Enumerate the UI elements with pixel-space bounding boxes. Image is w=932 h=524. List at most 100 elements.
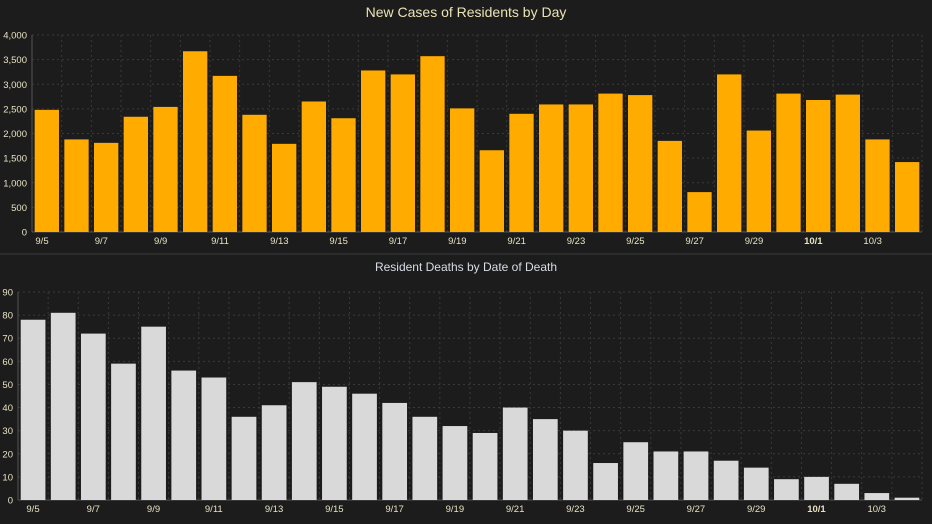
x-tick-label: 9/7 xyxy=(87,504,100,515)
bar-9-10[interactable] xyxy=(183,51,208,232)
bar-10-1[interactable] xyxy=(806,100,831,232)
x-tick-label: 9/23 xyxy=(566,504,585,515)
x-tick-label: 9/15 xyxy=(325,504,344,515)
bar-9-28[interactable] xyxy=(717,74,742,233)
x-tick-label: 10/1 xyxy=(807,504,826,515)
bar-9-9[interactable] xyxy=(153,106,178,232)
bar-10-2[interactable] xyxy=(834,483,860,500)
bar-9-23[interactable] xyxy=(568,104,593,232)
bar-9-18[interactable] xyxy=(420,56,445,232)
y-tick-label: 0 xyxy=(22,228,27,239)
x-tick-label: 9/13 xyxy=(265,504,284,515)
bar-9-16[interactable] xyxy=(352,393,377,500)
bar-10-3[interactable] xyxy=(865,139,890,232)
bar-10-4[interactable] xyxy=(895,162,920,232)
bar-9-11[interactable] xyxy=(212,75,237,232)
x-tick-label: 10/1 xyxy=(804,236,823,247)
bar-9-21[interactable] xyxy=(509,113,534,232)
y-tick-label: 30 xyxy=(2,426,13,437)
bar-10-2[interactable] xyxy=(835,94,860,232)
x-tick-label: 9/15 xyxy=(329,236,348,247)
bar-9-7[interactable] xyxy=(80,333,106,500)
bar-10-1[interactable] xyxy=(804,476,829,500)
bar-9-29[interactable] xyxy=(743,467,769,500)
y-tick-label: 40 xyxy=(2,403,13,414)
bar-9-5[interactable] xyxy=(34,109,59,232)
bar-9-21[interactable] xyxy=(502,407,528,500)
bar-9-8[interactable] xyxy=(123,116,148,232)
deaths-bar-chart: 0 10 20 30 40 50 60 70 80 90 9/5 9/7 9/9 9/11 9/13 9/15… xyxy=(2,288,923,515)
bar-9-25[interactable] xyxy=(623,442,649,500)
x-tick-label: 9/23 xyxy=(567,236,586,247)
bar-9-13[interactable] xyxy=(272,143,297,232)
bar-9-17[interactable] xyxy=(390,74,415,233)
bar-9-13[interactable] xyxy=(261,405,287,500)
x-tick-label: 9/29 xyxy=(747,504,766,515)
y-tick-label: 80 xyxy=(2,311,13,322)
x-tick-label: 10/3 xyxy=(867,504,886,515)
y-tick-label: 2,500 xyxy=(3,104,27,115)
y-tick-label: 3,000 xyxy=(3,80,27,91)
bar-9-22[interactable] xyxy=(539,104,564,232)
y-tick-label: 2,000 xyxy=(3,129,27,140)
bar-9-25[interactable] xyxy=(628,95,653,233)
bar-9-24[interactable] xyxy=(593,463,618,500)
bar-9-30[interactable] xyxy=(776,93,801,232)
bar-9-6[interactable] xyxy=(64,139,89,232)
x-tick-label: 9/21 xyxy=(506,504,525,515)
bar-9-10[interactable] xyxy=(171,370,197,500)
bar-9-26[interactable] xyxy=(657,140,682,232)
x-tick-label: 9/17 xyxy=(385,504,404,515)
y-tick-label: 90 xyxy=(2,288,13,299)
x-tick-label: 9/29 xyxy=(745,236,764,247)
bar-9-8[interactable] xyxy=(111,363,136,500)
bar-9-29[interactable] xyxy=(746,130,771,232)
bar-9-7[interactable] xyxy=(94,142,119,232)
bar-9-15[interactable] xyxy=(322,386,347,500)
bar-9-23[interactable] xyxy=(563,430,588,500)
bar-9-17[interactable] xyxy=(382,402,408,500)
bar-9-18[interactable] xyxy=(412,416,438,500)
bar-9-26[interactable] xyxy=(653,451,679,500)
x-tick-label: 9/27 xyxy=(687,504,706,515)
x-tick-label: 9/27 xyxy=(685,236,704,247)
bar-9-14[interactable] xyxy=(301,101,326,232)
bar-9-14[interactable] xyxy=(291,382,317,500)
y-tick-label: 50 xyxy=(2,380,13,391)
bar-9-12[interactable] xyxy=(242,114,267,232)
x-tick-label: 9/13 xyxy=(270,236,289,247)
bar-9-9[interactable] xyxy=(141,326,166,500)
x-tick-label: 9/5 xyxy=(26,504,39,515)
y-tick-label: 3,500 xyxy=(3,55,27,66)
bar-9-27[interactable] xyxy=(687,192,712,232)
cases-bar-chart: 0 500 1,000 1,500 2,000 2,500 3,000 3,500 4,000 9… xyxy=(3,31,923,247)
cases-chart-panel: New Cases of Residents by Day 0 500 1,000 1… xyxy=(0,0,932,254)
x-tick-label: 9/17 xyxy=(389,236,408,247)
x-tick-label: 9/11 xyxy=(205,504,223,515)
bar-9-19[interactable] xyxy=(442,426,468,500)
bar-10-4[interactable] xyxy=(894,497,920,500)
bar-9-24[interactable] xyxy=(598,93,623,232)
bar-9-5[interactable] xyxy=(20,319,46,500)
bar-9-20[interactable] xyxy=(479,150,504,232)
bar-9-11[interactable] xyxy=(201,377,227,500)
y-tick-label: 70 xyxy=(2,334,13,345)
bar-9-22[interactable] xyxy=(532,419,558,500)
bar-9-27[interactable] xyxy=(683,451,709,500)
bar-10-3[interactable] xyxy=(864,493,890,500)
bar-9-15[interactable] xyxy=(331,118,356,232)
x-tick-label: 9/5 xyxy=(35,236,48,247)
bar-9-28[interactable] xyxy=(713,460,739,500)
bar-9-16[interactable] xyxy=(361,70,386,233)
bar-9-6[interactable] xyxy=(50,312,76,500)
bar-9-12[interactable] xyxy=(231,416,257,500)
bar-9-30[interactable] xyxy=(774,479,799,500)
bar-9-19[interactable] xyxy=(450,108,475,232)
y-tick-label: 1,000 xyxy=(3,178,27,189)
panel-divider xyxy=(0,253,932,255)
deaths-chart-panel: Resident Deaths by Date of Death 0 10 20 30… xyxy=(0,255,932,524)
bar-9-20[interactable] xyxy=(472,432,498,500)
x-tick-label: 9/25 xyxy=(626,504,645,515)
x-tick-label: 9/7 xyxy=(95,236,108,247)
x-tick-label: 9/25 xyxy=(626,236,645,247)
